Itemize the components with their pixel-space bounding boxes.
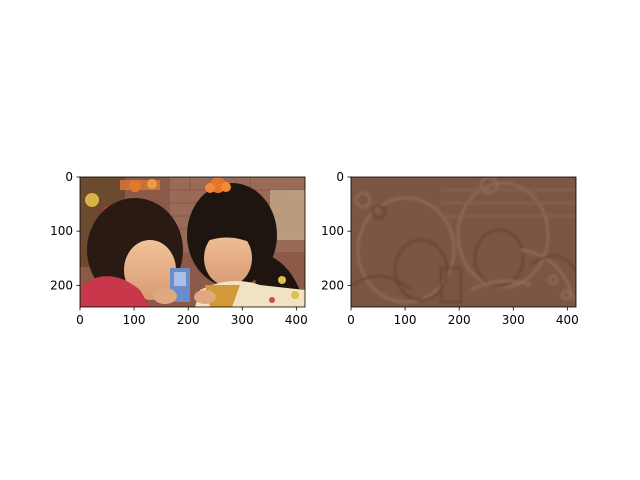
photo-y-tick-label: 100 xyxy=(50,224,73,238)
photo-axes-frame xyxy=(79,176,306,308)
photo-panel: 0 100 200 300 400 0 100 200 xyxy=(50,170,308,327)
photo-axis-ticks: 0 100 200 300 400 0 100 200 xyxy=(50,170,308,327)
emboss-image xyxy=(351,177,576,307)
emboss-y-tick-label: 0 xyxy=(336,170,344,184)
photo-x-tick-label: 100 xyxy=(123,313,146,327)
photo-x-tick-label: 300 xyxy=(231,313,254,327)
photo-y-tick-label: 200 xyxy=(50,278,73,292)
photo-image xyxy=(80,177,305,307)
emboss-x-tick-label: 0 xyxy=(347,313,355,327)
photo-x-tick-label: 400 xyxy=(285,313,308,327)
emboss-y-tick-label: 100 xyxy=(321,224,344,238)
emboss-x-tick-label: 100 xyxy=(394,313,417,327)
emboss-y-tick-label: 200 xyxy=(321,278,344,292)
emboss-axis-ticks: 0 100 200 300 400 0 100 200 xyxy=(321,170,579,327)
photo-x-tick-label: 0 xyxy=(76,313,84,327)
emboss-x-tick-label: 400 xyxy=(556,313,579,327)
emboss-x-tick-label: 300 xyxy=(502,313,525,327)
emboss-x-tick-label: 200 xyxy=(448,313,471,327)
photo-x-tick-label: 200 xyxy=(177,313,200,327)
emboss-panel: 0 100 200 300 400 0 100 200 xyxy=(321,170,579,327)
photo-y-tick-label: 0 xyxy=(65,170,73,184)
emboss-axes-frame xyxy=(350,176,577,308)
